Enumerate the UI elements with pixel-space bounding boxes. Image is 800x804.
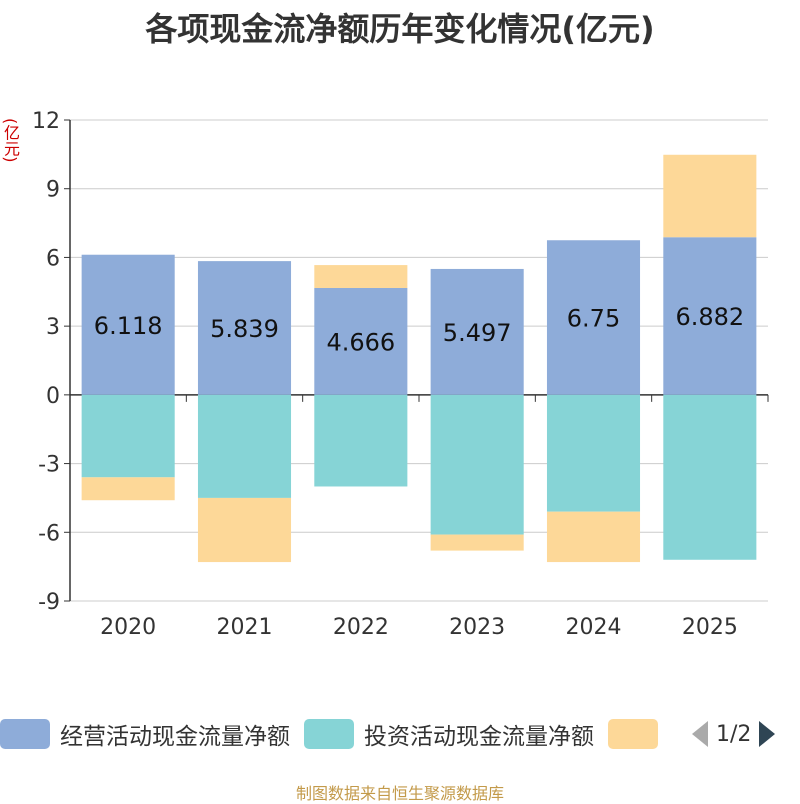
data-label-2023: 5.497 (443, 319, 512, 347)
y-tick-label-4: 0 (46, 384, 60, 409)
bar-2021-series-1 (197, 394, 292, 498)
bar-2023-series-1 (430, 394, 524, 535)
bar-2024-series-1 (546, 394, 641, 512)
x-tick-label-2021: 2021 (217, 615, 273, 640)
x-tick-label-2024: 2024 (566, 615, 622, 640)
legend-swatch-operating (0, 719, 50, 749)
x-tick-label-2020: 2020 (100, 615, 156, 640)
legend-item-investing[interactable]: 投资活动现金流量净额 (304, 717, 594, 751)
bar-2022-series-2 (314, 265, 408, 288)
bar-2025-series-1 (663, 394, 757, 560)
data-label-2025: 6.882 (675, 303, 744, 331)
legend: 经营活动现金流量净额 投资活动现金流量净额 1/2 (0, 716, 800, 752)
y-tick-label-3: 3 (46, 315, 60, 340)
legend-swatch-investing (304, 719, 354, 749)
bar-2025-series-2 (663, 154, 757, 238)
bar-2023-series-0 (430, 268, 524, 395)
y-tick-label-7: -9 (38, 590, 60, 615)
y-tick-label-5: -3 (38, 453, 60, 478)
legend-pager: 1/2 (692, 721, 776, 747)
bar-2022-series-0 (314, 287, 408, 395)
chart-title: 各项现金流净额历年变化情况(亿元) (145, 10, 655, 48)
bar-2023-series-2 (430, 534, 524, 551)
bar-2020-series-2 (81, 477, 175, 501)
bar-2021-series-0 (197, 261, 292, 395)
legend-item-operating[interactable]: 经营活动现金流量净额 (0, 717, 290, 751)
bar-2020-series-1 (81, 394, 175, 478)
bar-2025-series-0 (663, 237, 757, 395)
data-label-2024: 6.75 (567, 305, 620, 333)
bar-2022-series-1 (314, 394, 408, 487)
y-tick-label-6: -6 (38, 521, 60, 546)
y-tick-label-0: 12 (32, 109, 60, 134)
legend-item-other[interactable] (608, 719, 668, 749)
legend-label-investing: 投资活动现金流量净额 (364, 724, 594, 750)
data-label-2021: 5.839 (210, 315, 279, 343)
data-source-note: 制图数据来自恒生聚源数据库 (295, 784, 504, 803)
legend-label-operating: 经营活动现金流量净额 (60, 724, 290, 750)
x-tick-label-2025: 2025 (682, 615, 738, 640)
legend-page-indicator: 1/2 (716, 721, 752, 747)
bar-2021-series-2 (197, 497, 292, 563)
bar-2024-series-0 (546, 240, 641, 395)
y-tick-label-2: 6 (46, 246, 60, 271)
legend-swatch-other (608, 719, 658, 749)
data-label-2022: 4.666 (326, 328, 395, 356)
data-label-2020: 6.118 (94, 312, 163, 340)
legend-prev-icon[interactable] (692, 721, 708, 747)
y-axis-unit: (亿元) (1, 118, 20, 163)
legend-next-icon[interactable] (759, 721, 776, 747)
x-tick-label-2023: 2023 (449, 615, 505, 640)
x-tick-label-2022: 2022 (333, 615, 389, 640)
bar-2024-series-2 (546, 511, 641, 563)
bar-2020-series-0 (81, 254, 175, 395)
y-tick-label-1: 9 (46, 178, 60, 203)
